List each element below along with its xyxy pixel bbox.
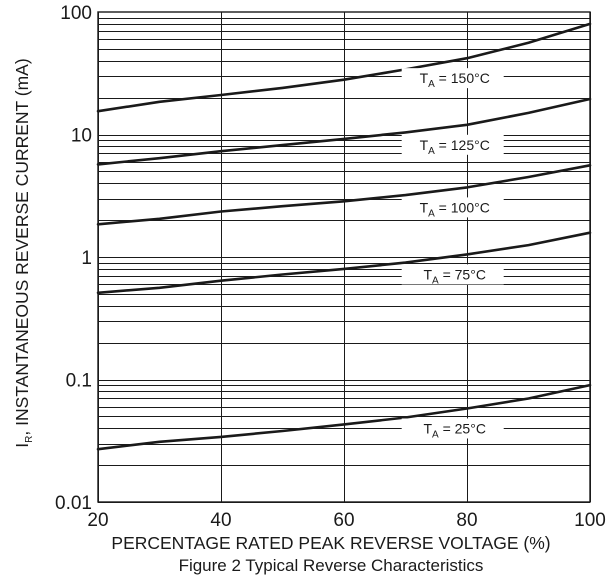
x-tick-label: 80 (456, 510, 477, 531)
series-label-background (401, 134, 504, 155)
series-line (96, 164, 592, 226)
y-tick-label: 1 (81, 248, 92, 269)
series-label-main: T (420, 70, 429, 86)
series-lines (96, 22, 592, 451)
y-axis-title-rest: , INSTANTANEOUS REVERSE CURRENT (mA) (12, 58, 32, 435)
x-tick-label: 100 (574, 510, 606, 531)
series-label-main: T (420, 137, 429, 153)
series-label: TA = 25°C (401, 418, 504, 440)
series-label-main: T (423, 266, 432, 282)
series-label-rest: = 100°C (435, 199, 490, 215)
series-line (96, 231, 592, 295)
grid-lines (98, 12, 591, 503)
series-line (96, 22, 592, 113)
series-label-subscript: A (432, 429, 439, 440)
series-label: TA = 150°C (401, 68, 504, 90)
y-tick-label: 100 (60, 3, 92, 24)
series-label-text: TA = 125°C (420, 137, 490, 157)
series-label-main: T (423, 420, 432, 436)
y-axis-title-subscript: R (24, 436, 35, 443)
series-labels: TA = 150°CTA = 125°CTA = 100°CTA = 75°CT… (401, 68, 504, 440)
series-label: TA = 75°C (401, 264, 504, 286)
series-label-rest: = 25°C (439, 420, 486, 436)
series-label-text: TA = 25°C (423, 420, 485, 440)
series-label-rest: = 75°C (439, 266, 486, 282)
x-tick-label: 20 (87, 510, 108, 531)
series-label-subscript: A (428, 146, 435, 157)
series-line (96, 97, 592, 166)
series-label-text: TA = 150°C (420, 70, 490, 90)
x-tick-label: 40 (210, 510, 231, 531)
series-label-subscript: A (428, 79, 435, 90)
series-label-background (401, 197, 504, 218)
series-label-rest: = 125°C (435, 137, 490, 153)
series-label: TA = 125°C (401, 134, 504, 157)
y-tick-label: 0.1 (66, 371, 92, 392)
series-label-text: TA = 75°C (423, 266, 485, 286)
y-axis-title: IR, INSTANTANEOUS REVERSE CURRENT (mA) (12, 58, 35, 447)
y-axis-title-main: I (12, 443, 32, 448)
y-tick-label: 0.01 (55, 493, 92, 514)
series-label-background (401, 68, 504, 89)
x-axis-title: PERCENTAGE RATED PEAK REVERSE VOLTAGE (%… (111, 533, 550, 553)
y-tick-labels: 0.01 0.1 1 10 100 (55, 3, 92, 514)
series-label-background (401, 264, 504, 285)
series-label-rest: = 150°C (435, 70, 490, 86)
series-label-background (401, 418, 504, 439)
figure-caption: Figure 2 Typical Reverse Characteristics (179, 556, 484, 575)
series-label: TA = 100°C (401, 197, 504, 219)
y-tick-label: 10 (71, 126, 92, 147)
series-label-text: TA = 100°C (420, 199, 490, 219)
x-tick-labels: 20 40 60 80 100 (87, 510, 605, 531)
series-label-subscript: A (428, 208, 435, 219)
series-line (96, 383, 592, 451)
series-label-subscript: A (432, 275, 439, 286)
series-label-main: T (420, 199, 429, 215)
x-tick-label: 60 (333, 510, 354, 531)
plot-frame (97, 11, 591, 503)
